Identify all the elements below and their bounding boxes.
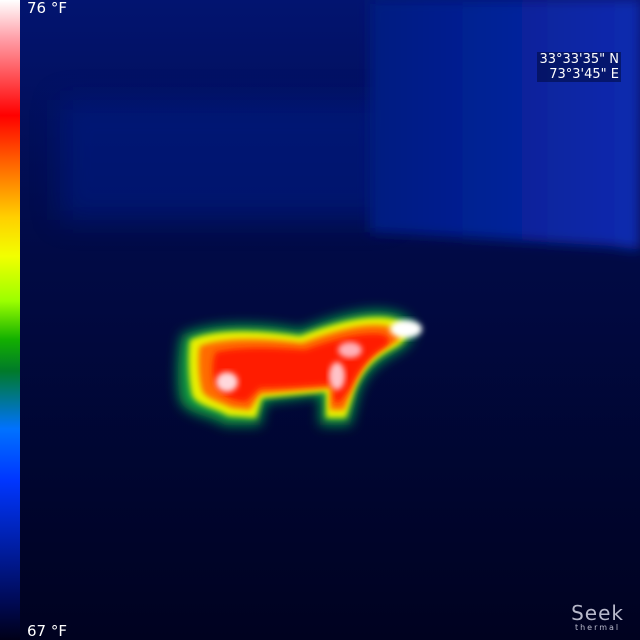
gps-longitude: 73°3'45" E (549, 67, 619, 82)
background-band (60, 100, 390, 220)
animal-heat-signature (177, 310, 422, 425)
gps-latitude: 33°33'35" N (539, 52, 619, 67)
max-temperature-label: 76 °F (27, 0, 67, 17)
brand-subtitle: thermal (574, 623, 621, 632)
thermal-image (20, 0, 640, 640)
seek-thermal-logo: Seek thermal (571, 603, 624, 632)
temperature-scale-bar (0, 0, 20, 640)
brand-name: Seek (571, 601, 624, 625)
gps-coordinates: 33°33'35" N 73°3'45" E (537, 52, 621, 82)
min-temperature-label: 67 °F (27, 622, 67, 640)
warm-wall-region (370, 0, 640, 250)
